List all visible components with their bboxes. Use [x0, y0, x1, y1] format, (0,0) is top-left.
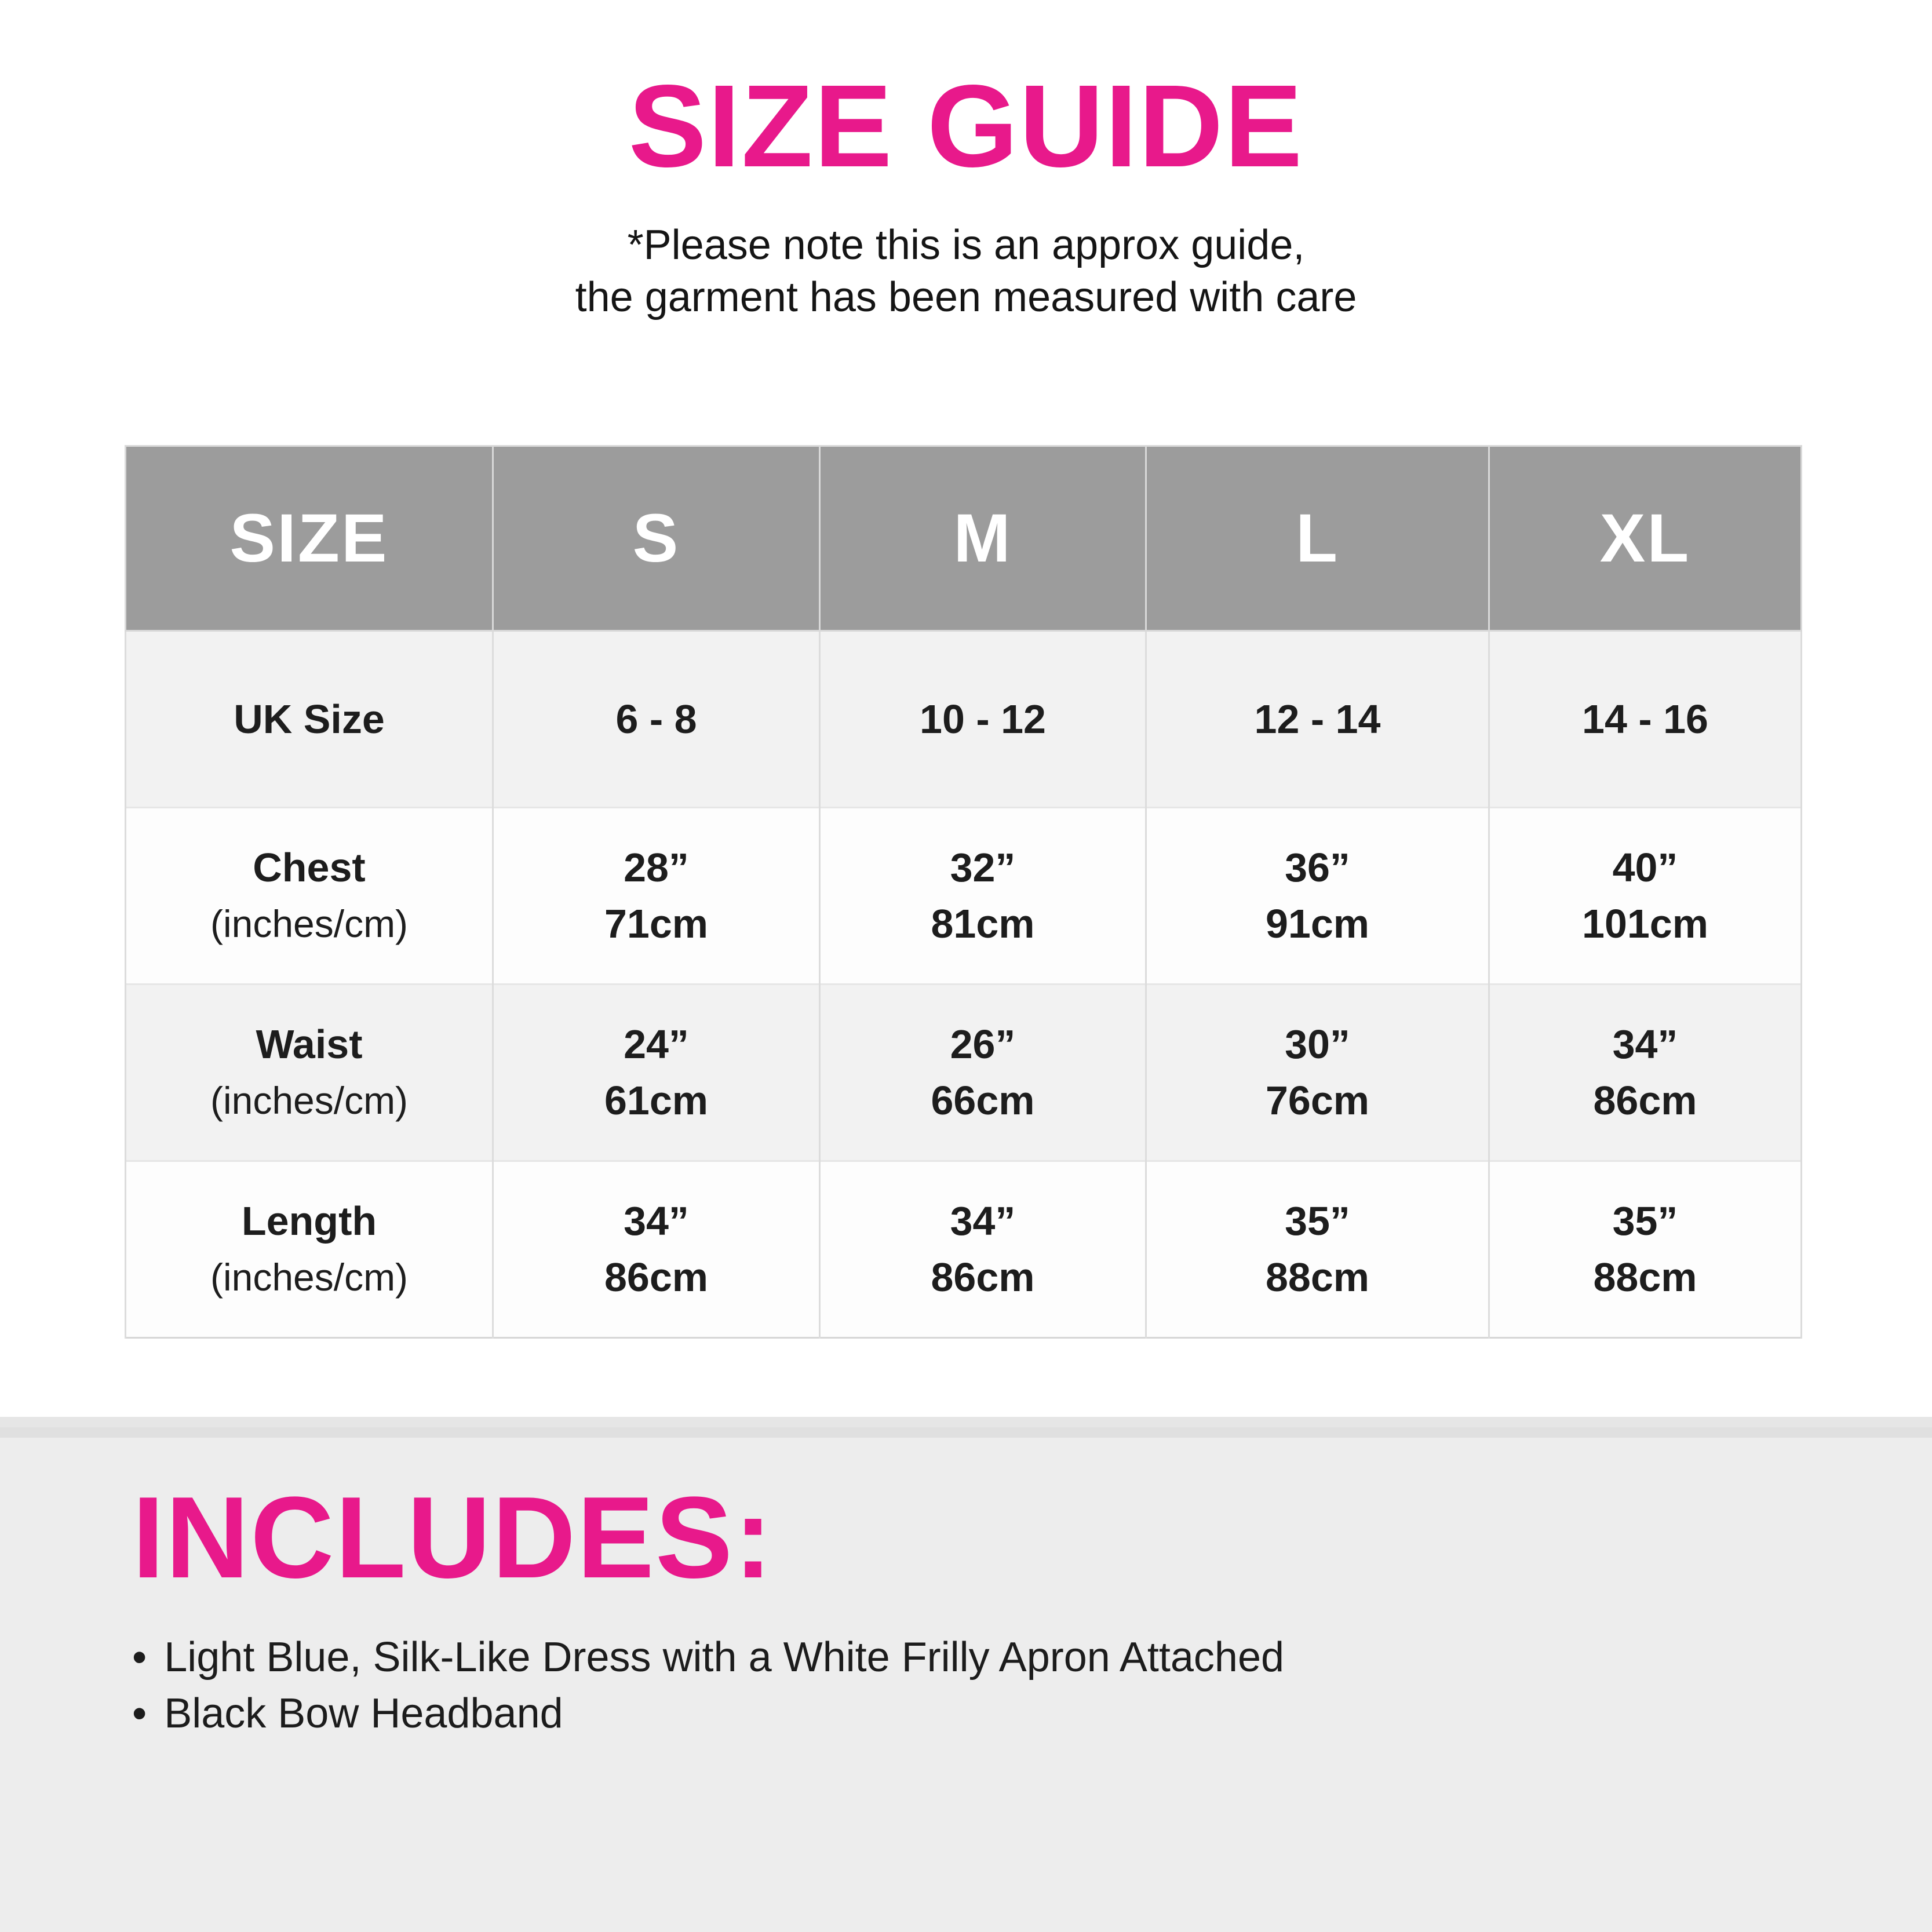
cell-value-inches: 26” [950, 1022, 1016, 1067]
cell-value: 14 - 16 [1582, 696, 1708, 742]
bullet-dot-icon: • [132, 1634, 147, 1681]
cell-chest-s: 28” 71cm [492, 807, 821, 985]
cell-uk-size-xl: 14 - 16 [1488, 630, 1802, 808]
cell-value-cm: 86cm [931, 1255, 1035, 1300]
row-sublabel: (inches/cm) [210, 1079, 409, 1122]
row-label-cell: Length (inches/cm) [125, 1160, 494, 1338]
row-length: Length (inches/cm) 34” 86cm 34” 86cm 35”… [125, 1160, 1802, 1338]
cell-value-cm: 86cm [1593, 1078, 1697, 1123]
note-line-1: *Please note this is an approx guide, [627, 222, 1305, 268]
cell-value-cm: 61cm [604, 1078, 709, 1123]
cell-value-cm: 88cm [1265, 1255, 1370, 1300]
cell-waist-l: 30” 76cm [1145, 983, 1490, 1161]
includes-item: • Light Blue, Silk-Like Dress with a Whi… [132, 1630, 1874, 1686]
column-header-size: SIZE [125, 445, 494, 632]
size-table: SIZE S M L XL UK Size 6 - 8 10 - 12 12 -… [125, 445, 1802, 1339]
includes-item-text: Black Bow Headband [164, 1690, 563, 1737]
cell-value-cm: 71cm [604, 901, 709, 946]
includes-heading: INCLUDES: [132, 1473, 774, 1602]
size-table-header-row: SIZE S M L XL [125, 445, 1802, 632]
divider-strip-bottom [0, 1427, 1932, 1438]
cell-value-cm: 88cm [1593, 1255, 1697, 1300]
includes-section: INCLUDES: • Light Blue, Silk-Like Dress … [0, 1417, 1932, 1932]
cell-value-inches: 28” [624, 845, 689, 890]
column-header-xl: XL [1488, 445, 1802, 632]
row-sublabel: (inches/cm) [210, 1256, 409, 1299]
cell-value-cm: 86cm [604, 1255, 709, 1300]
divider-strip-top [0, 1417, 1932, 1427]
cell-value-cm: 91cm [1265, 901, 1370, 946]
cell-chest-m: 32” 81cm [819, 807, 1147, 985]
cell-value-inches: 34” [624, 1198, 689, 1244]
cell-value: 10 - 12 [920, 696, 1046, 742]
row-sublabel: (inches/cm) [210, 902, 409, 945]
cell-value-inches: 30” [1285, 1022, 1350, 1067]
cell-value-inches: 34” [1612, 1022, 1678, 1067]
row-label: Chest [253, 845, 366, 890]
includes-item: • Black Bow Headband [132, 1686, 1874, 1742]
cell-chest-xl: 40” 101cm [1488, 807, 1802, 985]
cell-length-xl: 35” 88cm [1488, 1160, 1802, 1338]
cell-waist-xl: 34” 86cm [1488, 983, 1802, 1161]
cell-value-cm: 66cm [931, 1078, 1035, 1123]
includes-item-text: Light Blue, Silk-Like Dress with a White… [164, 1634, 1285, 1681]
cell-waist-s: 24” 61cm [492, 983, 821, 1161]
cell-uk-size-l: 12 - 14 [1145, 630, 1490, 808]
cell-uk-size-s: 6 - 8 [492, 630, 821, 808]
column-header-l: L [1145, 445, 1490, 632]
bullet-dot-icon: • [132, 1690, 147, 1737]
size-guide-title: SIZE GUIDE [628, 60, 1304, 191]
cell-length-m: 34” 86cm [819, 1160, 1147, 1338]
row-label: Waist [256, 1022, 363, 1067]
row-label-cell: UK Size [125, 630, 494, 808]
includes-list: • Light Blue, Silk-Like Dress with a Whi… [132, 1630, 1874, 1742]
approx-note: *Please note this is an approx guide, th… [0, 219, 1932, 323]
cell-uk-size-m: 10 - 12 [819, 630, 1147, 808]
cell-length-s: 34” 86cm [492, 1160, 821, 1338]
column-header-m: M [819, 445, 1147, 632]
row-label: Length [241, 1198, 377, 1244]
cell-value-inches: 35” [1612, 1198, 1678, 1244]
column-header-s: S [492, 445, 821, 632]
row-uk-size: UK Size 6 - 8 10 - 12 12 - 14 14 - 16 [125, 630, 1802, 808]
cell-value: 12 - 14 [1254, 696, 1381, 742]
row-waist: Waist (inches/cm) 24” 61cm 26” 66cm 30” … [125, 983, 1802, 1161]
cell-value-cm: 76cm [1265, 1078, 1370, 1123]
cell-value-inches: 32” [950, 845, 1016, 890]
row-chest: Chest (inches/cm) 28” 71cm 32” 81cm 36” … [125, 807, 1802, 985]
row-label: UK Size [234, 696, 385, 742]
row-label-cell: Chest (inches/cm) [125, 807, 494, 985]
cell-value: 6 - 8 [615, 696, 697, 742]
cell-length-l: 35” 88cm [1145, 1160, 1490, 1338]
cell-value-inches: 34” [950, 1198, 1016, 1244]
cell-value-cm: 81cm [931, 901, 1035, 946]
cell-value-inches: 35” [1285, 1198, 1350, 1244]
cell-value-inches: 24” [624, 1022, 689, 1067]
cell-waist-m: 26” 66cm [819, 983, 1147, 1161]
cell-chest-l: 36” 91cm [1145, 807, 1490, 985]
cell-value-cm: 101cm [1582, 901, 1708, 946]
row-label-cell: Waist (inches/cm) [125, 983, 494, 1161]
cell-value-inches: 40” [1612, 845, 1678, 890]
note-line-2: the garment has been measured with care [575, 274, 1357, 320]
cell-value-inches: 36” [1285, 845, 1350, 890]
